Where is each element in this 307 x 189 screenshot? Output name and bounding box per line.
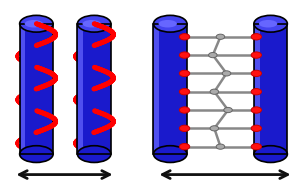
Ellipse shape (254, 146, 287, 163)
Ellipse shape (251, 125, 262, 132)
Ellipse shape (251, 70, 262, 77)
Ellipse shape (154, 146, 187, 163)
Ellipse shape (179, 52, 190, 58)
Ellipse shape (251, 107, 262, 113)
Ellipse shape (179, 143, 190, 150)
Ellipse shape (158, 20, 177, 28)
Ellipse shape (25, 20, 43, 28)
Ellipse shape (251, 143, 262, 150)
Ellipse shape (224, 107, 232, 113)
Ellipse shape (222, 71, 231, 76)
Polygon shape (154, 24, 159, 154)
Ellipse shape (216, 34, 225, 39)
Ellipse shape (216, 144, 225, 149)
Ellipse shape (259, 20, 277, 28)
Ellipse shape (179, 34, 190, 40)
Ellipse shape (83, 20, 101, 28)
Ellipse shape (208, 53, 217, 58)
Ellipse shape (20, 15, 53, 32)
Ellipse shape (20, 146, 53, 163)
Ellipse shape (77, 146, 111, 163)
Ellipse shape (179, 70, 190, 77)
Ellipse shape (251, 88, 262, 95)
Ellipse shape (179, 107, 190, 113)
Polygon shape (20, 24, 53, 154)
Ellipse shape (179, 88, 190, 95)
Ellipse shape (179, 125, 190, 132)
Polygon shape (154, 24, 187, 154)
Polygon shape (21, 24, 25, 154)
Polygon shape (78, 24, 83, 154)
Ellipse shape (251, 34, 262, 40)
Polygon shape (254, 24, 287, 154)
Ellipse shape (77, 15, 111, 32)
Polygon shape (77, 24, 111, 154)
Polygon shape (255, 24, 260, 154)
Ellipse shape (254, 15, 287, 32)
Ellipse shape (210, 126, 219, 131)
Ellipse shape (210, 89, 219, 94)
Ellipse shape (154, 15, 187, 32)
Ellipse shape (251, 52, 262, 58)
